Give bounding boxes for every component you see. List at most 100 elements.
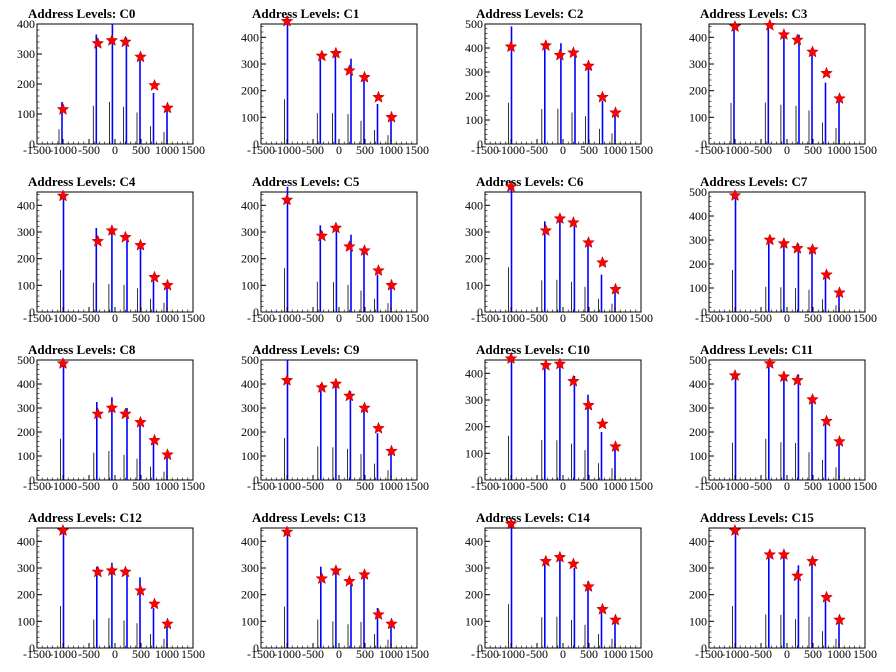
chart-panel: Address Levels: C4 0 100 200 300 400 -1500-100… (17, 174, 205, 325)
x-tick-label: -500 (302, 311, 324, 325)
x-tick-label: 1500 (181, 311, 205, 325)
y-tick-label: 300 (465, 393, 483, 407)
x-tick-label: -1000 (49, 479, 77, 493)
star-icon (820, 414, 833, 427)
star-icon (343, 240, 356, 253)
y-tick-label: 300 (241, 561, 259, 575)
star-icon (385, 617, 398, 630)
star-icon (372, 421, 385, 434)
chart-title: Address Levels: C11 (700, 342, 813, 357)
y-tick-label: 500 (689, 353, 707, 367)
y-tick-label: 200 (17, 425, 35, 439)
x-tick-label: 1000 (827, 143, 851, 157)
x-tick-label: -500 (750, 143, 772, 157)
chart-panel: Address Levels: C6 0 100 200 300 400 -1500-100… (465, 174, 653, 325)
x-tick-label: 1000 (155, 143, 179, 157)
chart-panel: Address Levels: C3 0 100 200 300 400 -1500-100… (689, 6, 877, 157)
x-tick-label: -500 (78, 143, 100, 157)
star-icon (134, 238, 147, 251)
x-tick-label: 500 (804, 143, 822, 157)
x-tick-label: 500 (132, 311, 150, 325)
x-tick-label: 1500 (853, 143, 877, 157)
chart-title: Address Levels: C10 (476, 342, 590, 357)
y-tick-label: 200 (689, 588, 707, 602)
x-tick-label: -1000 (273, 479, 301, 493)
y-tick-label: 300 (17, 225, 35, 239)
x-tick-label: 0 (336, 647, 342, 661)
x-tick-label: -1000 (497, 647, 525, 661)
x-tick-label: -1500 (695, 311, 723, 325)
x-tick-label: 500 (356, 143, 374, 157)
y-tick-label: 100 (241, 449, 259, 463)
star-icon (833, 92, 846, 105)
y-tick-label: 300 (241, 57, 259, 71)
x-tick-label: 500 (580, 143, 598, 157)
star-icon (763, 356, 777, 370)
x-tick-label: 0 (112, 143, 118, 157)
y-tick-label: 200 (241, 588, 259, 602)
x-tick-label: 1000 (603, 143, 627, 157)
star-icon (504, 180, 518, 193)
star-icon (553, 357, 567, 370)
star-icon (105, 224, 119, 237)
star-icon (539, 554, 553, 567)
chart-title: Address Levels: C8 (28, 342, 136, 357)
x-tick-label: 500 (804, 647, 822, 661)
x-tick-label: -1500 (471, 479, 499, 493)
y-tick-label: 100 (241, 110, 259, 124)
x-tick-label: -1500 (695, 143, 723, 157)
star-icon (329, 221, 343, 234)
chart-title: Address Levels: C4 (28, 174, 136, 189)
y-tick-label: 100 (17, 449, 35, 463)
star-icon (728, 524, 742, 537)
y-tick-label: 300 (689, 57, 707, 71)
x-tick-label: 0 (560, 311, 566, 325)
y-tick-label: 500 (17, 353, 35, 367)
y-tick-label: 300 (17, 561, 35, 575)
x-tick-label: -500 (302, 479, 324, 493)
x-tick-label: -500 (750, 479, 772, 493)
star-icon (280, 193, 294, 206)
y-tick-label: 100 (689, 281, 707, 295)
star-icon (161, 448, 174, 461)
y-tick-label: 400 (241, 30, 259, 44)
star-icon (820, 268, 833, 281)
star-icon (609, 613, 622, 626)
x-tick-label: 0 (112, 647, 118, 661)
x-tick-label: -1500 (23, 479, 51, 493)
x-tick-label: -500 (526, 311, 548, 325)
star-icon (582, 59, 595, 72)
star-icon (280, 525, 294, 538)
star-icon (791, 241, 804, 254)
x-tick-label: 0 (336, 479, 342, 493)
star-icon (385, 444, 398, 457)
x-tick-label: -1500 (471, 311, 499, 325)
y-tick-label: 200 (465, 252, 483, 266)
x-tick-label: 1500 (629, 647, 653, 661)
star-icon (372, 90, 385, 103)
y-tick-label: 0 (701, 137, 707, 151)
x-tick-label: 1500 (629, 479, 653, 493)
y-tick-label: 300 (17, 47, 35, 61)
star-icon (105, 401, 119, 414)
x-tick-label: -1500 (695, 647, 723, 661)
y-tick-label: 400 (689, 377, 707, 391)
x-tick-label: 1500 (405, 311, 429, 325)
star-icon (385, 278, 398, 291)
star-icon (582, 236, 595, 249)
y-tick-label: 300 (689, 233, 707, 247)
star-icon (343, 389, 356, 402)
x-tick-label: -500 (302, 647, 324, 661)
y-tick-label: 300 (241, 225, 259, 239)
x-tick-label: 1500 (853, 479, 877, 493)
x-tick-label: 500 (356, 647, 374, 661)
plot-frame (36, 23, 194, 145)
star-icon (105, 564, 119, 577)
y-tick-label: 400 (241, 377, 259, 391)
x-tick-label: -1000 (721, 311, 749, 325)
star-icon (329, 46, 343, 59)
x-tick-label: -1000 (49, 311, 77, 325)
star-icon (582, 580, 595, 593)
star-icon (833, 286, 846, 299)
